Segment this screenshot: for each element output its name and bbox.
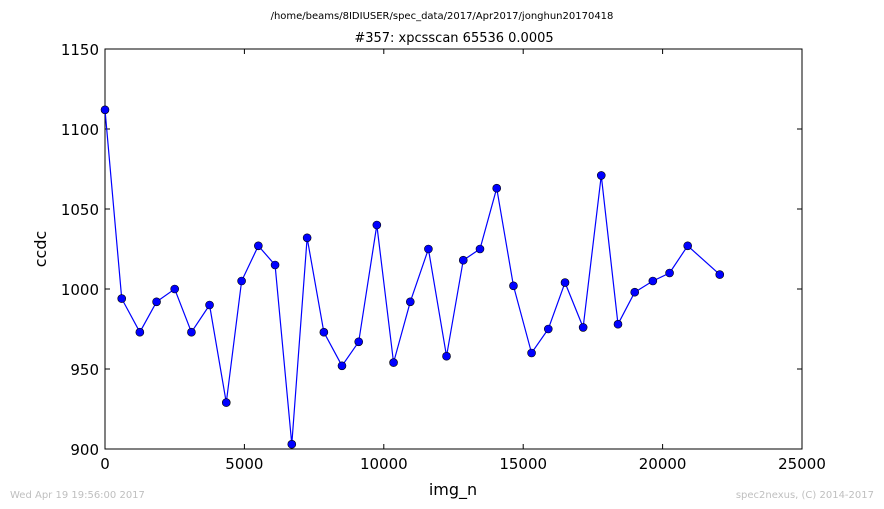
- plot-series: [100, 105, 725, 449]
- data-point: [560, 278, 570, 287]
- data-point: [254, 241, 263, 251]
- data-point: [475, 244, 485, 254]
- y-tick-label: 1000: [61, 281, 99, 299]
- chart-suptitle: /home/beams/8IDIUSER/spec_data/2017/Apr2…: [271, 11, 614, 22]
- data-point: [543, 324, 553, 334]
- data-point: [458, 255, 468, 265]
- x-axis: 0 5000 10000 15000 20000 25000: [100, 49, 826, 473]
- data-point: [527, 348, 536, 358]
- data-point: [221, 398, 231, 407]
- plot-area: [104, 48, 803, 450]
- data-point: [302, 233, 312, 243]
- data-point: [187, 327, 196, 337]
- data-point: [715, 270, 725, 279]
- data-point: [354, 337, 364, 347]
- y-axis: 900 950 1000 1050 1100 1150: [61, 41, 802, 459]
- data-point: [596, 171, 606, 180]
- data-point: [578, 323, 588, 332]
- footer-credit: spec2nexus, (C) 2014-2017: [735, 490, 874, 501]
- data-point: [270, 260, 280, 270]
- data-point: [319, 327, 329, 337]
- data-point: [442, 351, 451, 361]
- data-point: [100, 105, 110, 115]
- data-point: [152, 297, 161, 307]
- chart-title: #357: xpcsscan 65536 0.0005: [354, 31, 553, 46]
- data-point: [337, 361, 347, 371]
- x-axis-label: img_n: [429, 480, 477, 500]
- x-tick-label: 25000: [778, 455, 826, 473]
- data-point: [648, 276, 658, 286]
- data-point: [205, 300, 214, 310]
- data-point: [630, 287, 640, 297]
- y-tick-label: 1100: [61, 121, 99, 139]
- y-axis-label: ccdc: [31, 231, 50, 268]
- x-tick-label: 10000: [360, 455, 408, 473]
- x-tick-label: 15000: [499, 455, 547, 473]
- data-point: [665, 268, 674, 278]
- y-tick-label: 1050: [61, 201, 99, 219]
- y-tick-label: 950: [70, 361, 99, 379]
- data-point: [509, 281, 518, 291]
- y-tick-label: 1150: [61, 41, 99, 59]
- x-tick-label: 0: [100, 455, 110, 473]
- series-line: [104, 109, 721, 445]
- data-point: [683, 241, 692, 251]
- data-point: [372, 220, 382, 230]
- data-point: [170, 284, 179, 294]
- x-tick-label: 20000: [639, 455, 687, 473]
- y-tick-label: 900: [70, 441, 99, 459]
- data-point: [389, 358, 398, 367]
- data-point: [287, 439, 297, 449]
- footer-timestamp: Wed Apr 19 19:56:00 2017: [10, 490, 145, 501]
- data-point: [424, 244, 433, 254]
- data-point: [117, 294, 127, 303]
- data-point: [613, 319, 623, 329]
- data-point: [405, 297, 415, 307]
- data-point: [237, 276, 246, 286]
- data-point: [135, 327, 145, 337]
- data-point: [492, 183, 502, 193]
- x-tick-label: 5000: [225, 455, 263, 473]
